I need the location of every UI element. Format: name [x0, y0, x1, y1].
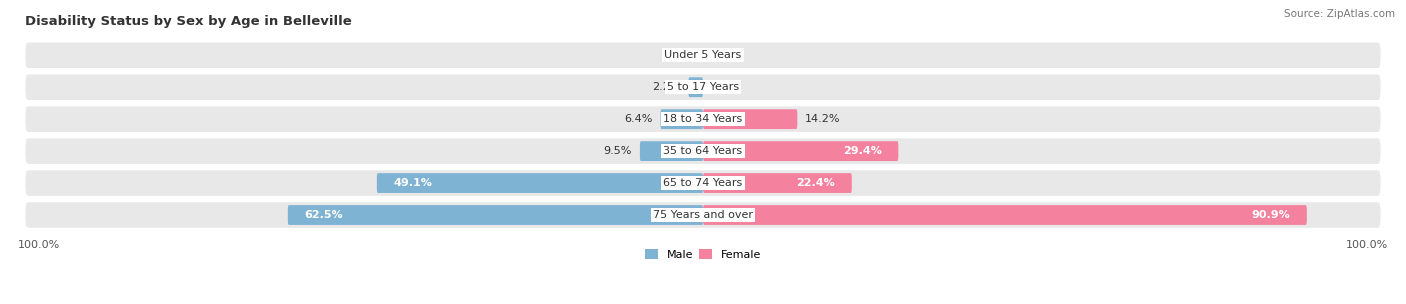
FancyBboxPatch shape	[377, 173, 703, 193]
Text: 0.0%: 0.0%	[713, 50, 741, 60]
Text: 62.5%: 62.5%	[305, 210, 343, 220]
FancyBboxPatch shape	[288, 205, 703, 225]
FancyBboxPatch shape	[703, 109, 797, 129]
Text: 65 to 74 Years: 65 to 74 Years	[664, 178, 742, 188]
Text: 18 to 34 Years: 18 to 34 Years	[664, 114, 742, 124]
FancyBboxPatch shape	[689, 77, 703, 97]
Text: 9.5%: 9.5%	[603, 146, 631, 156]
FancyBboxPatch shape	[25, 138, 1381, 164]
Text: 90.9%: 90.9%	[1251, 210, 1291, 220]
Text: 5 to 17 Years: 5 to 17 Years	[666, 82, 740, 92]
Text: Under 5 Years: Under 5 Years	[665, 50, 741, 60]
Text: 35 to 64 Years: 35 to 64 Years	[664, 146, 742, 156]
FancyBboxPatch shape	[25, 202, 1381, 228]
Text: 6.4%: 6.4%	[624, 114, 652, 124]
FancyBboxPatch shape	[25, 74, 1381, 100]
Text: 2.2%: 2.2%	[652, 82, 681, 92]
Text: 0.0%: 0.0%	[713, 82, 741, 92]
Text: 0.0%: 0.0%	[665, 50, 693, 60]
FancyBboxPatch shape	[640, 141, 703, 161]
FancyBboxPatch shape	[25, 43, 1381, 68]
Text: 14.2%: 14.2%	[806, 114, 841, 124]
FancyBboxPatch shape	[703, 141, 898, 161]
FancyBboxPatch shape	[25, 170, 1381, 196]
Text: 75 Years and over: 75 Years and over	[652, 210, 754, 220]
Text: Source: ZipAtlas.com: Source: ZipAtlas.com	[1284, 9, 1395, 19]
Text: 22.4%: 22.4%	[796, 178, 835, 188]
FancyBboxPatch shape	[703, 173, 852, 193]
FancyBboxPatch shape	[703, 205, 1306, 225]
FancyBboxPatch shape	[661, 109, 703, 129]
Text: 49.1%: 49.1%	[394, 178, 432, 188]
Text: Disability Status by Sex by Age in Belleville: Disability Status by Sex by Age in Belle…	[25, 15, 352, 28]
Legend: Male, Female: Male, Female	[640, 245, 766, 264]
FancyBboxPatch shape	[25, 106, 1381, 132]
Text: 29.4%: 29.4%	[842, 146, 882, 156]
